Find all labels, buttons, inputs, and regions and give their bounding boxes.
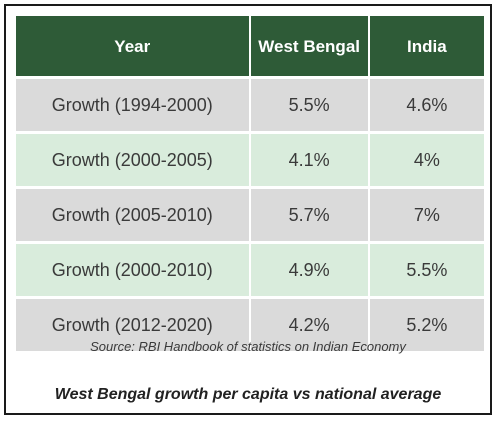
west-bengal-value: 4.9%: [250, 244, 370, 299]
table-row: Growth (2005-2010) 5.7% 7%: [16, 189, 484, 244]
table-row: Growth (2000-2010) 4.9% 5.5%: [16, 244, 484, 299]
row-label: Growth (2000-2005): [16, 134, 251, 189]
row-label: Growth (2000-2010): [16, 244, 251, 299]
west-bengal-value: 4.2%: [250, 299, 370, 354]
row-label: Growth (2005-2010): [16, 189, 251, 244]
table-header-row: Year West Bengal India: [16, 16, 484, 79]
india-value: 5.2%: [369, 299, 484, 354]
row-label: Growth (1994-2000): [16, 79, 251, 134]
table-row: Growth (2000-2005) 4.1% 4%: [16, 134, 484, 189]
row-label: Growth (2012-2020): [16, 299, 251, 354]
west-bengal-value: 4.1%: [250, 134, 370, 189]
growth-table: Year West Bengal India Growth (1994-2000…: [16, 16, 484, 354]
table-row: Growth (1994-2000) 5.5% 4.6%: [16, 79, 484, 134]
header-west-bengal: West Bengal: [250, 16, 370, 79]
figure-caption: West Bengal growth per capita vs nationa…: [54, 386, 442, 403]
india-value: 7%: [369, 189, 484, 244]
source-note: Source: RBI Handbook of statistics on In…: [90, 339, 406, 354]
table-row: Growth (2012-2020) 4.2% 5.2%: [16, 299, 484, 354]
west-bengal-value: 5.5%: [250, 79, 370, 134]
west-bengal-value: 5.7%: [250, 189, 370, 244]
india-value: 4%: [369, 134, 484, 189]
india-value: 5.5%: [369, 244, 484, 299]
header-india: India: [369, 16, 484, 79]
figure-frame: Year West Bengal India Growth (1994-2000…: [4, 4, 492, 415]
india-value: 4.6%: [369, 79, 484, 134]
header-year: Year: [16, 16, 251, 79]
